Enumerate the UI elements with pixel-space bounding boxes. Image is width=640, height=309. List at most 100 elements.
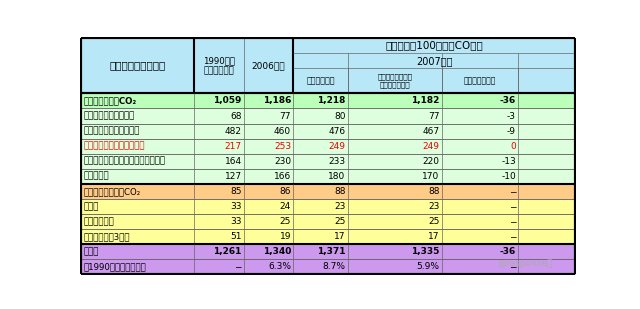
Text: 非エネルギー起源CO₂: 非エネルギー起源CO₂ bbox=[84, 187, 141, 196]
Bar bbox=[244, 169, 293, 184]
Bar bbox=[81, 38, 575, 93]
Bar bbox=[293, 184, 348, 199]
Text: 77: 77 bbox=[428, 112, 440, 121]
Bar bbox=[518, 169, 575, 184]
Text: 試算と実績の差: 試算と実績の差 bbox=[464, 76, 496, 85]
Text: 68: 68 bbox=[230, 112, 242, 121]
Bar bbox=[81, 199, 195, 214]
Text: −: − bbox=[509, 202, 516, 211]
Bar bbox=[442, 154, 518, 169]
Bar bbox=[81, 154, 195, 169]
Text: 1,340: 1,340 bbox=[262, 247, 291, 256]
Bar bbox=[81, 124, 195, 139]
Text: 253: 253 bbox=[274, 142, 291, 151]
Bar bbox=[518, 244, 575, 259]
Bar bbox=[81, 93, 195, 108]
Bar bbox=[293, 93, 348, 108]
Text: 産業部門（工場など）: 産業部門（工場など） bbox=[84, 127, 140, 136]
Bar bbox=[81, 244, 195, 259]
Text: 2007年度: 2007年度 bbox=[416, 56, 452, 66]
Bar bbox=[348, 108, 442, 124]
Text: 33: 33 bbox=[230, 202, 242, 211]
Bar bbox=[518, 139, 575, 154]
Bar bbox=[348, 199, 442, 214]
Bar bbox=[195, 184, 244, 199]
Bar bbox=[518, 229, 575, 244]
Bar bbox=[293, 199, 348, 214]
Bar bbox=[348, 229, 442, 244]
Bar bbox=[195, 244, 244, 259]
Bar bbox=[518, 108, 575, 124]
Text: 温室効果ガスの種類: 温室効果ガスの種類 bbox=[109, 61, 166, 71]
Text: @response．: @response． bbox=[497, 259, 553, 268]
Bar bbox=[293, 214, 348, 229]
Bar bbox=[293, 259, 348, 274]
Text: 実績（速報）: 実績（速報） bbox=[307, 76, 335, 85]
Bar bbox=[518, 259, 575, 274]
Bar bbox=[244, 139, 293, 154]
Bar bbox=[293, 108, 348, 124]
Text: 8.7%: 8.7% bbox=[323, 262, 346, 271]
Text: -9: -9 bbox=[507, 127, 516, 136]
Bar bbox=[442, 124, 518, 139]
Bar bbox=[195, 169, 244, 184]
Bar bbox=[244, 229, 293, 244]
Bar bbox=[244, 108, 293, 124]
Text: 233: 233 bbox=[328, 157, 346, 166]
Bar bbox=[81, 259, 195, 274]
Text: 217: 217 bbox=[225, 142, 242, 151]
Text: 23: 23 bbox=[428, 202, 440, 211]
Text: 164: 164 bbox=[225, 157, 242, 166]
Text: 77: 77 bbox=[280, 112, 291, 121]
Bar bbox=[442, 259, 518, 274]
Text: -10: -10 bbox=[501, 172, 516, 181]
Text: 88: 88 bbox=[334, 187, 346, 196]
Text: 25: 25 bbox=[334, 217, 346, 226]
Text: 17: 17 bbox=[428, 232, 440, 241]
Bar bbox=[348, 244, 442, 259]
Text: 運輸部門（自動車など）: 運輸部門（自動車など） bbox=[84, 142, 145, 151]
Text: -13: -13 bbox=[501, 157, 516, 166]
Bar bbox=[348, 169, 442, 184]
Text: 80: 80 bbox=[334, 112, 346, 121]
Bar bbox=[348, 184, 442, 199]
Text: −: − bbox=[509, 217, 516, 226]
Bar bbox=[81, 214, 195, 229]
Text: 一酸化二窒素: 一酸化二窒素 bbox=[84, 217, 115, 226]
Text: 代替フロン等3ガス: 代替フロン等3ガス bbox=[84, 232, 131, 241]
Text: 家庭部門: 家庭部門 bbox=[84, 172, 109, 181]
Bar bbox=[518, 154, 575, 169]
Text: 1,186: 1,186 bbox=[262, 96, 291, 105]
Bar bbox=[348, 154, 442, 169]
Bar bbox=[195, 124, 244, 139]
Bar bbox=[442, 199, 518, 214]
Bar bbox=[81, 108, 195, 124]
Text: -36: -36 bbox=[500, 247, 516, 256]
Text: 2006年度: 2006年度 bbox=[252, 61, 285, 70]
Bar bbox=[518, 199, 575, 214]
Text: 0: 0 bbox=[510, 142, 516, 151]
Bar bbox=[348, 124, 442, 139]
Text: 127: 127 bbox=[225, 172, 242, 181]
Text: 1,059: 1,059 bbox=[213, 96, 242, 105]
Bar bbox=[81, 229, 195, 244]
Text: 166: 166 bbox=[274, 172, 291, 181]
Text: エネルギー起源CO₂: エネルギー起源CO₂ bbox=[84, 96, 137, 105]
Text: 85: 85 bbox=[230, 187, 242, 196]
Text: −: − bbox=[509, 262, 516, 271]
Text: 1,335: 1,335 bbox=[411, 247, 440, 256]
Bar bbox=[293, 154, 348, 169]
Bar bbox=[442, 244, 518, 259]
Bar bbox=[81, 139, 195, 154]
Text: 170: 170 bbox=[422, 172, 440, 181]
Bar bbox=[518, 93, 575, 108]
Text: 460: 460 bbox=[274, 127, 291, 136]
Text: 467: 467 bbox=[422, 127, 440, 136]
Text: 1,371: 1,371 bbox=[317, 247, 346, 256]
Text: 排出量　（100万トンCO２）: 排出量 （100万トンCO２） bbox=[385, 40, 483, 51]
Bar bbox=[442, 184, 518, 199]
Bar bbox=[518, 124, 575, 139]
Bar bbox=[195, 199, 244, 214]
Text: メタン: メタン bbox=[84, 202, 99, 211]
Text: 33: 33 bbox=[230, 217, 242, 226]
